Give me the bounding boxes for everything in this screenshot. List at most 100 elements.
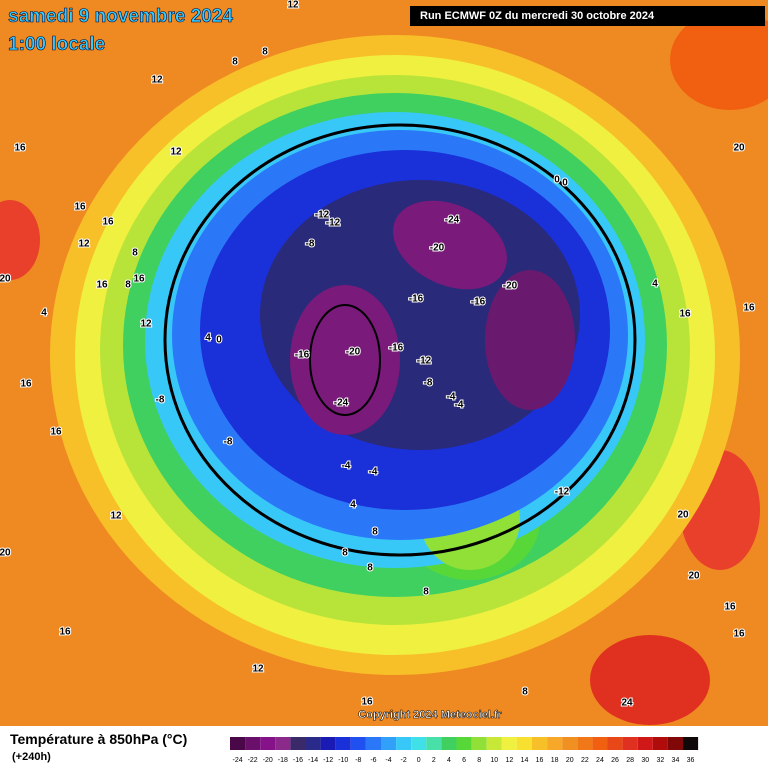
colorbar-swatch	[350, 737, 366, 750]
contour-label: 20	[733, 143, 745, 154]
contour-label: 20	[677, 510, 689, 521]
colorbar-swatch	[562, 737, 578, 750]
contour-label: -16	[409, 294, 424, 305]
colorbar-tick-label: -16	[293, 757, 303, 764]
colorbar-tick-label: 24	[596, 757, 604, 764]
colorbar-tick-label: 4	[447, 757, 451, 764]
colorbar-tick-label: 26	[611, 757, 619, 764]
colorbar-swatch	[667, 737, 683, 750]
colorbar-tick-label: 6	[462, 757, 466, 764]
contour-label: -12	[417, 356, 432, 367]
contour-label: 12	[287, 0, 299, 11]
contour-label: -20	[430, 243, 445, 254]
colorbar-tick-label: -14	[308, 757, 318, 764]
colorbar-tick-label: 22	[581, 757, 589, 764]
contour-label: 8	[423, 587, 429, 598]
colorbar-swatch	[607, 737, 623, 750]
contour-label: 16	[133, 274, 145, 285]
colorbar-swatch	[652, 737, 668, 750]
colorbar-swatch	[683, 737, 699, 750]
contour-label: 16	[20, 379, 32, 390]
colorbar-swatch	[456, 737, 472, 750]
contour-label: 12	[110, 511, 122, 522]
colorbar-swatch	[486, 737, 502, 750]
contour-label: 16	[724, 602, 736, 613]
contour-label: -12	[555, 487, 570, 498]
colorbar-tick-label: -12	[323, 757, 333, 764]
colorbar-tick-label: -20	[263, 757, 273, 764]
contour-label: -4	[369, 467, 378, 478]
colorbar-tick-label: 14	[521, 757, 529, 764]
colorbar-tick-label: 18	[551, 757, 559, 764]
legend-title: Température à 850hPa (°C)	[10, 731, 187, 747]
contour-label: 16	[733, 629, 745, 640]
colorbar-swatch	[622, 737, 638, 750]
contour-label: -12	[315, 210, 330, 221]
contour-label: 0	[216, 335, 222, 346]
contour-label: 16	[361, 697, 373, 708]
contour-label: 12	[252, 664, 264, 675]
warm-patch	[590, 635, 710, 725]
colorbar-tick-label: 8	[477, 757, 481, 764]
colorbar-tick-label: -2	[401, 757, 407, 764]
contour-label: 12	[151, 75, 163, 86]
colorbar-swatch	[547, 737, 563, 750]
colorbar-tick-label: -22	[248, 757, 258, 764]
contour-label: 20	[0, 548, 11, 559]
contour-label: -8	[224, 437, 233, 448]
contour-label: 8	[262, 47, 268, 58]
colorbar-tick-label: -24	[232, 757, 242, 764]
colorbar-swatch	[230, 737, 246, 750]
contour-label: 8	[342, 548, 348, 559]
colorbar-swatch	[275, 737, 291, 750]
forecast-lead: (+240h)	[12, 751, 51, 763]
contour-label: 16	[50, 427, 62, 438]
cold-core	[485, 270, 575, 410]
colorbar-swatch	[305, 737, 321, 750]
colorbar-swatch	[501, 737, 517, 750]
contour-label: -20	[503, 281, 518, 292]
contour-label: 4	[652, 279, 658, 290]
contour-label: 16	[679, 309, 691, 320]
contour-label: 8	[522, 687, 528, 698]
contour-label: 8	[232, 57, 238, 68]
contour-label: 24	[621, 698, 633, 709]
contour-label: 8	[132, 248, 138, 259]
colorbar-swatch	[335, 737, 351, 750]
contour-label: 16	[59, 627, 71, 638]
contour-label: -16	[389, 343, 404, 354]
contour-label: 16	[96, 280, 108, 291]
contour-label: 20	[688, 571, 700, 582]
cold-core	[393, 200, 507, 290]
colorbar-tick-label: -6	[370, 757, 376, 764]
contour-label: 12	[78, 239, 90, 250]
colorbar-swatch	[577, 737, 593, 750]
colorbar-tick-label: 2	[432, 757, 436, 764]
run-info: Run ECMWF 0Z du mercredi 30 octobre 2024	[420, 10, 655, 22]
contour-label: 16	[74, 202, 86, 213]
contour-label: 4	[41, 308, 47, 319]
contour-label: -4	[447, 392, 456, 403]
colorbar-tick-label: 10	[490, 757, 498, 764]
colorbar-tick-label: 12	[505, 757, 513, 764]
colorbar-tick-label: 28	[626, 757, 634, 764]
colorbar: -24 -22 -20 -18 -16 -14 -12 -10 -8 -6 -4 -2 0 2 4 6 8 10 1…	[230, 737, 699, 764]
zero-contour	[163, 123, 637, 557]
colorbar-tick-label: 32	[656, 757, 664, 764]
contour-label: -20	[346, 347, 361, 358]
contour-label: -8	[306, 239, 315, 250]
colorbar-tick-label: -18	[278, 757, 288, 764]
valid-date: samedi 9 novembre 2024	[8, 6, 233, 27]
contour-label: -4	[342, 461, 351, 472]
contour-label: 4	[205, 333, 211, 344]
contour-label: 0	[562, 178, 568, 189]
colorbar-tick-label: 30	[641, 757, 649, 764]
colorbar-swatch	[592, 737, 608, 750]
colorbar-swatch	[411, 737, 427, 750]
contour-label: 16	[102, 217, 114, 228]
colorbar-tick-label: 0	[417, 757, 421, 764]
colorbar-tick-label: -10	[338, 757, 348, 764]
